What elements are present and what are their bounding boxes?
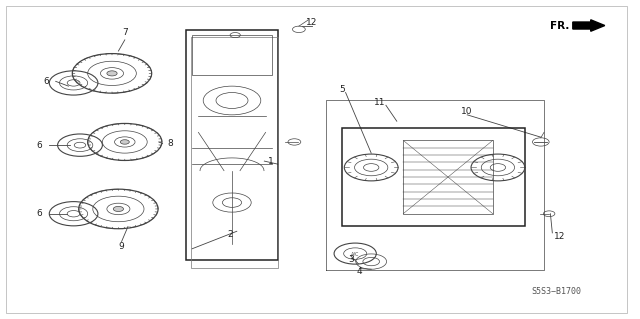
Text: 9: 9	[119, 242, 124, 251]
Text: 2: 2	[228, 230, 233, 239]
Text: FR.: FR.	[550, 20, 570, 31]
Text: 10: 10	[461, 107, 473, 116]
Bar	[186, 30, 278, 260]
Text: 1: 1	[268, 157, 273, 166]
Text: S5S3−B1700: S5S3−B1700	[532, 287, 582, 296]
Text: 4: 4	[357, 267, 362, 276]
Text: 6: 6	[37, 209, 42, 218]
FancyArrow shape	[573, 20, 605, 31]
Bar	[191, 37, 278, 268]
Text: 11: 11	[374, 98, 385, 107]
Text: 5: 5	[340, 85, 345, 94]
Text: 12: 12	[306, 18, 317, 27]
Text: 3: 3	[348, 255, 353, 263]
Circle shape	[107, 71, 117, 76]
Text: A/C: A/C	[351, 251, 360, 256]
Bar	[192, 35, 272, 75]
Bar	[342, 128, 525, 226]
Circle shape	[113, 206, 124, 211]
Circle shape	[120, 140, 129, 144]
Text: 6: 6	[44, 77, 49, 86]
Bar	[403, 140, 493, 214]
Text: 7: 7	[122, 28, 127, 37]
Text: 12: 12	[554, 232, 566, 241]
Text: 8: 8	[168, 139, 173, 148]
Text: 6: 6	[37, 141, 42, 150]
